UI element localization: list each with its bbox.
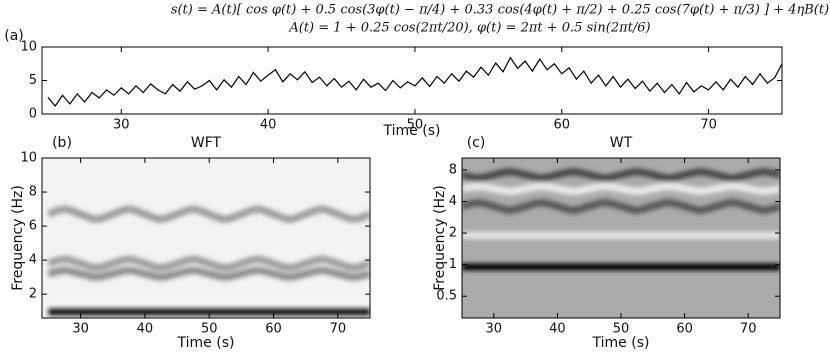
panel-title: WFT — [191, 135, 222, 151]
panel-label: (a) — [4, 28, 24, 44]
signal-line — [47, 56, 783, 107]
panel-title: WT — [610, 135, 633, 151]
y-tick-label: 10 — [20, 40, 37, 55]
ridges — [462, 168, 780, 271]
x-tick-label: 40 — [549, 322, 566, 337]
ridge — [47, 266, 370, 281]
ridge — [47, 255, 370, 272]
x-axis-label: Time (s) — [383, 123, 441, 139]
x-tick-label: 70 — [740, 322, 757, 337]
x-tick-label: 50 — [613, 322, 630, 337]
y-tick-label: 8 — [449, 162, 457, 177]
x-tick-label: 70 — [330, 322, 347, 337]
y-tick-label: 4 — [29, 253, 37, 268]
y-axis-label: Frequency (Hz) — [10, 185, 26, 291]
formula: s(t) = A(t)[ cos φ(t) + 0.5 cos(3φ(t) − … — [171, 3, 829, 18]
ridge — [462, 182, 780, 195]
y-tick-label: 6 — [29, 219, 37, 234]
axes-box — [41, 157, 371, 319]
y-tick-label: 0 — [29, 107, 37, 122]
y-tick-label: 4 — [449, 194, 457, 209]
x-tick-label: 30 — [113, 118, 130, 133]
y-tick-label: 5 — [29, 73, 37, 88]
y-axis-label: Frequency (Hz) — [432, 185, 448, 291]
ridge — [47, 205, 370, 223]
definitions: A(t) = 1 + 0.25 cos(2πt/20), φ(t) = 2πt … — [288, 21, 650, 36]
panel-label: (b) — [52, 135, 72, 151]
y-tick-label: 2 — [29, 287, 37, 302]
x-tick-label: 70 — [700, 118, 717, 133]
x-axis-label: Time (s) — [177, 335, 235, 351]
x-tick-label: 40 — [260, 118, 277, 133]
x-tick-label: 60 — [265, 322, 282, 337]
x-tick-label: 60 — [553, 118, 570, 133]
plot-background — [42, 47, 782, 114]
y-tick-label: 1 — [449, 257, 457, 272]
x-tick-label: 60 — [676, 322, 693, 337]
x-tick-label: 50 — [201, 322, 218, 337]
y-tick-label: 10 — [20, 151, 37, 166]
panel-label: (c) — [467, 135, 486, 151]
x-tick-label: 40 — [137, 322, 154, 337]
y-tick-label: 8 — [29, 185, 37, 200]
x-tick-label: 30 — [72, 322, 89, 337]
ridges — [47, 205, 370, 316]
x-tick-label: 50 — [407, 118, 424, 133]
y-tick-label: 2 — [449, 226, 457, 241]
plot-background — [42, 158, 370, 318]
x-axis-label: Time (s) — [592, 335, 650, 351]
ridge — [462, 168, 780, 182]
ridge — [462, 199, 780, 214]
y-tick-label: 0.5 — [436, 289, 457, 304]
x-tick-label: 30 — [486, 322, 503, 337]
